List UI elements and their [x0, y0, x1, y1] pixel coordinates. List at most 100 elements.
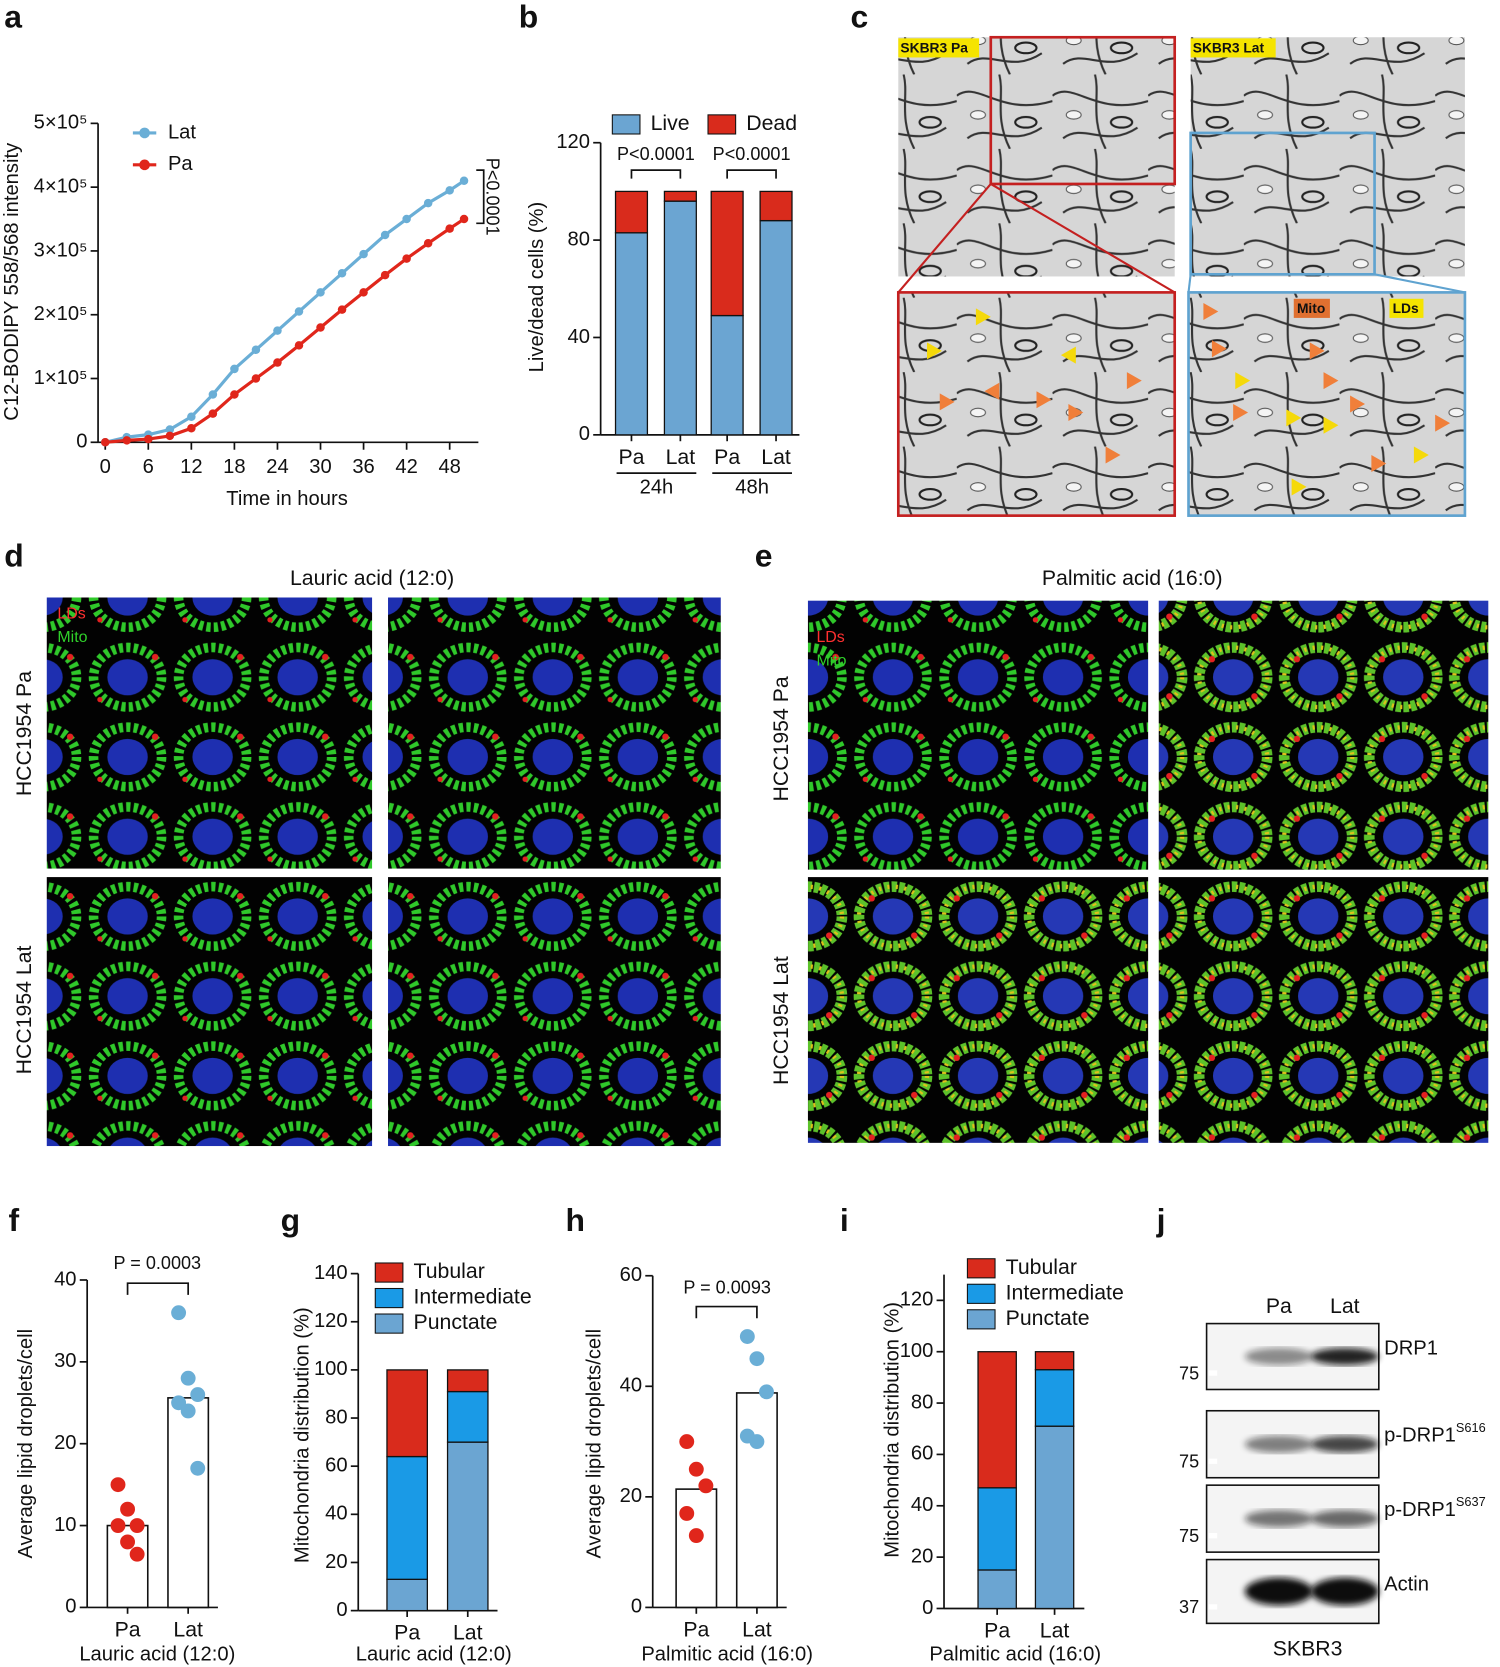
x-tick-label: 36	[352, 456, 374, 478]
chart-panel: a C12-BODIPY 558/568 intensity Time in hou…	[1, 0, 502, 510]
data-point	[165, 431, 175, 441]
row-label: HCC1954 Lat	[769, 956, 793, 1085]
data-point	[208, 390, 218, 399]
bar-segment	[614, 190, 649, 234]
legend-swatch	[611, 114, 641, 135]
bar	[167, 1397, 210, 1609]
data-point	[316, 323, 325, 332]
y-tick-label: 0	[922, 1597, 933, 1619]
data-point	[749, 1434, 765, 1450]
data-point	[380, 270, 390, 280]
stain-label: Mito	[816, 652, 846, 669]
data-point	[190, 1460, 206, 1476]
group-label: 48h	[735, 476, 769, 498]
y-tick-label: 20	[620, 1485, 642, 1507]
data-point	[359, 288, 368, 297]
x-tick-label: Lat	[453, 1621, 483, 1645]
bar-segment	[446, 1441, 489, 1612]
data-point	[337, 305, 347, 314]
data-point	[445, 224, 454, 233]
bar-segment	[977, 1351, 1017, 1489]
y-tick-label: 0	[631, 1596, 642, 1618]
data-point	[445, 186, 454, 195]
x-tick-label: Lat	[666, 445, 696, 469]
data-point	[337, 269, 347, 278]
lane-label: Pa	[1266, 1294, 1292, 1318]
data-point	[180, 1403, 196, 1419]
image-label: SKBR3 Lat	[1193, 40, 1265, 56]
band-label: p-DRP1S637	[1384, 1495, 1486, 1521]
data-point	[359, 249, 368, 259]
label-bg	[898, 38, 980, 58]
data-point	[459, 214, 469, 224]
data-point	[251, 374, 261, 383]
panel-letter: h	[566, 1202, 585, 1238]
data-point	[165, 425, 175, 434]
bar-segment	[663, 190, 697, 202]
y-tick-label: 60	[911, 1443, 933, 1465]
y-tick-label: 0	[76, 431, 87, 453]
panel-letter: j	[1156, 1202, 1166, 1238]
y-tick-label: 40	[911, 1494, 933, 1516]
lane-label: Lat	[1330, 1294, 1360, 1318]
data-point	[190, 1387, 206, 1403]
band-superscript: S637	[1456, 1495, 1486, 1510]
bar-segment	[1034, 1369, 1075, 1427]
band-superscript: S616	[1456, 1420, 1486, 1435]
row-label: HCC1954 Pa	[769, 676, 793, 801]
x-tick-label: 30	[309, 456, 331, 478]
band	[1310, 1348, 1379, 1366]
data-point	[100, 438, 110, 447]
panel-d: d Lauric acid (12:0) HCC1954 Pa HCC1954 …	[4, 538, 721, 1147]
legend-label: Lat	[168, 121, 196, 143]
label-bg	[1389, 298, 1424, 318]
y-tick-label: 1×10⁵	[34, 367, 88, 389]
zoom-line	[1374, 273, 1466, 294]
panel-letter: f	[9, 1202, 20, 1238]
band	[1310, 1577, 1379, 1606]
fluorescence-image	[388, 877, 721, 1147]
bar-segment	[386, 1369, 428, 1458]
annotation: P<0.0001	[482, 158, 502, 236]
image-label: Mito	[1297, 300, 1325, 316]
data-point	[739, 1329, 755, 1344]
marker-tick	[1208, 1533, 1218, 1539]
y-axis-title: Mitochondria distribution (%)	[291, 1307, 313, 1563]
cell-line: SKBR3	[1273, 1637, 1343, 1661]
data-point	[423, 198, 433, 208]
stain-label: LDs	[816, 629, 844, 646]
data-point	[688, 1461, 704, 1477]
data-point	[120, 1534, 136, 1550]
x-tick-label: Pa	[618, 445, 644, 469]
annotation: P<0.0001	[713, 144, 791, 164]
image-label: LDs	[1393, 300, 1419, 316]
band	[1244, 1510, 1313, 1528]
panel-letter: a	[4, 0, 22, 35]
x-axis-title: Time in hours	[226, 488, 348, 510]
legend-swatch	[966, 1309, 996, 1330]
data-point	[208, 409, 218, 418]
y-axis-title: Live/dead cells (%)	[526, 202, 548, 373]
legend-label: Intermediate	[1006, 1280, 1124, 1304]
x-tick-label: 48	[438, 456, 460, 478]
legend-label: Intermediate	[414, 1285, 532, 1309]
y-tick-label: 120	[314, 1310, 348, 1332]
significance-bracket	[476, 169, 485, 225]
bar-segment	[1034, 1425, 1075, 1610]
chart-panel: f Average lipid droplets/cell Lauric acid …	[9, 1202, 236, 1666]
data-point	[187, 412, 196, 422]
y-tick-label: 10	[54, 1514, 76, 1536]
data-line	[105, 217, 465, 444]
legend-marker	[139, 127, 150, 139]
y-tick-label: 40	[620, 1375, 642, 1397]
annotation: P = 0.0093	[683, 1277, 771, 1297]
y-axis-title: Mitochondria distribution (%)	[881, 1302, 903, 1558]
y-tick-label: 0	[65, 1596, 76, 1618]
x-tick-label: Pa	[683, 1617, 709, 1641]
x-axis-title: Lauric acid (12:0)	[356, 1644, 512, 1666]
data-point	[688, 1528, 704, 1543]
y-tick-label: 120	[556, 131, 590, 153]
significance-bracket	[695, 1305, 758, 1319]
y-tick-label: 0	[579, 423, 590, 445]
